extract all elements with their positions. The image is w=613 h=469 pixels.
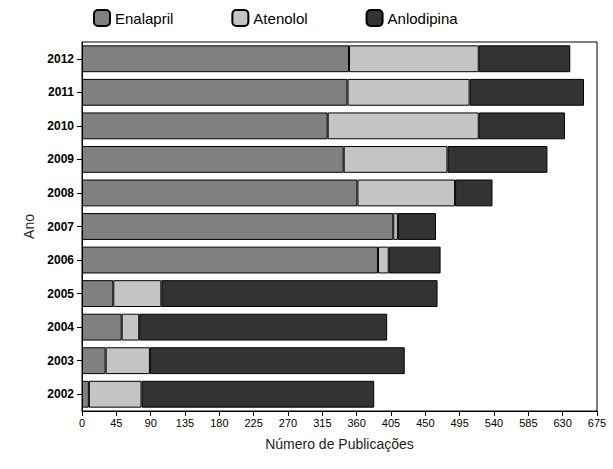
svg-text:360: 360 <box>347 417 365 429</box>
svg-text:Enalapril: Enalapril <box>115 10 173 27</box>
svg-text:Número de Publicações: Número de Publicações <box>265 436 414 452</box>
svg-text:270: 270 <box>279 417 297 429</box>
svg-text:630: 630 <box>553 417 571 429</box>
svg-text:2008: 2008 <box>47 186 74 200</box>
svg-text:2009: 2009 <box>47 152 74 166</box>
svg-text:2003: 2003 <box>47 354 74 368</box>
svg-text:495: 495 <box>450 417 468 429</box>
svg-text:2006: 2006 <box>47 253 74 267</box>
svg-text:180: 180 <box>210 417 228 429</box>
svg-text:2010: 2010 <box>47 119 74 133</box>
svg-text:90: 90 <box>145 417 157 429</box>
svg-text:450: 450 <box>416 417 434 429</box>
svg-text:2007: 2007 <box>47 220 74 234</box>
svg-text:Atenolol: Atenolol <box>253 10 307 27</box>
svg-text:405: 405 <box>382 417 400 429</box>
svg-text:585: 585 <box>519 417 537 429</box>
svg-text:2005: 2005 <box>47 287 74 301</box>
svg-text:2004: 2004 <box>47 320 74 334</box>
svg-text:2011: 2011 <box>48 85 74 99</box>
svg-text:Anlodipina: Anlodipina <box>388 10 459 27</box>
svg-text:540: 540 <box>485 417 503 429</box>
svg-text:Ano: Ano <box>21 214 37 239</box>
svg-text:2002: 2002 <box>47 387 74 401</box>
svg-text:135: 135 <box>176 417 194 429</box>
svg-text:45: 45 <box>110 417 122 429</box>
svg-text:0: 0 <box>79 417 85 429</box>
svg-text:2012: 2012 <box>47 52 74 66</box>
svg-text:315: 315 <box>313 417 331 429</box>
svg-text:675: 675 <box>588 417 606 429</box>
svg-text:225: 225 <box>244 417 262 429</box>
